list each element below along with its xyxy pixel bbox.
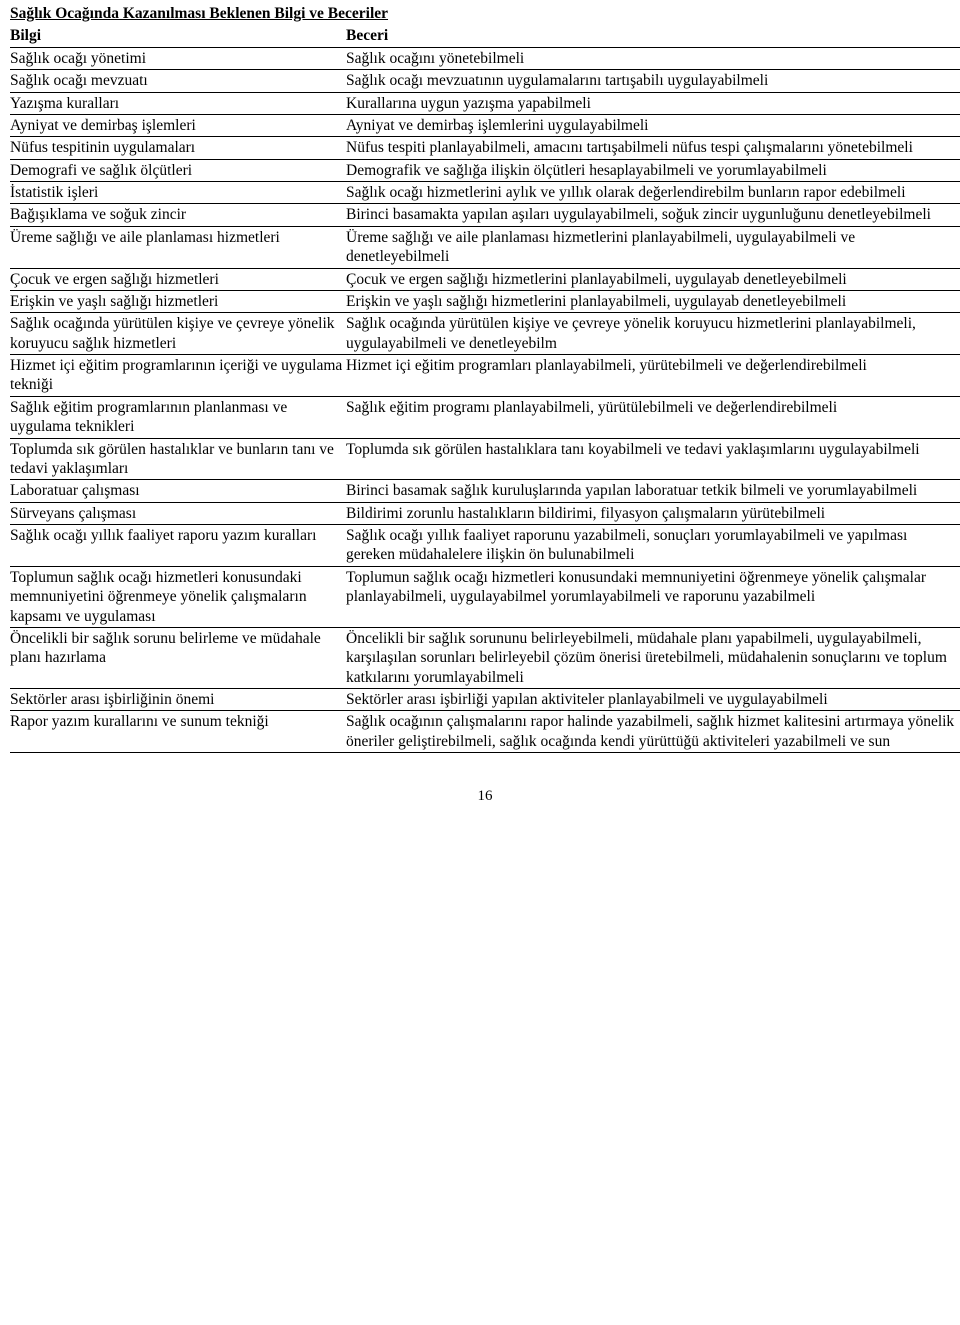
bilgi-cell: Toplumda sık görülen hastalıklar ve bunl… bbox=[10, 438, 346, 480]
table-row: Erişkin ve yaşlı sağlığı hizmetleriErişk… bbox=[10, 290, 960, 312]
beceri-cell: Hizmet içi eğitim programları planlayabi… bbox=[346, 355, 960, 397]
beceri-cell: Sektörler arası işbirliği yapılan aktivi… bbox=[346, 689, 960, 711]
bilgi-cell: Sağlık ocağında yürütülen kişiye ve çevr… bbox=[10, 313, 346, 355]
bilgi-cell: Toplumun sağlık ocağı hizmetleri konusun… bbox=[10, 566, 346, 627]
beceri-cell: Nüfus tespiti planlayabilmeli, amacını t… bbox=[346, 137, 960, 159]
table-row: Laboratuar çalışmasıBirinci basamak sağl… bbox=[10, 480, 960, 502]
beceri-cell: Toplumda sık görülen hastalıklara tanı k… bbox=[346, 438, 960, 480]
bilgi-cell: Çocuk ve ergen sağlığı hizmetleri bbox=[10, 268, 346, 290]
beceri-cell: Sağlık ocağının çalışmalarını rapor hali… bbox=[346, 711, 960, 753]
page-number: 16 bbox=[10, 787, 960, 806]
skills-table: BilgiBeceriSağlık ocağı yönetimiSağlık o… bbox=[10, 25, 960, 753]
table-row: Ayniyat ve demirbaş işlemleriAyniyat ve … bbox=[10, 114, 960, 136]
bilgi-cell: Sağlık ocağı yıllık faaliyet raporu yazı… bbox=[10, 525, 346, 567]
header-bilgi: Bilgi bbox=[10, 25, 346, 47]
beceri-cell: Erişkin ve yaşlı sağlığı hizmetlerini pl… bbox=[346, 290, 960, 312]
beceri-cell: Çocuk ve ergen sağlığı hizmetlerini plan… bbox=[346, 268, 960, 290]
bilgi-cell: Hizmet içi eğitim programlarının içeriği… bbox=[10, 355, 346, 397]
bilgi-cell: Erişkin ve yaşlı sağlığı hizmetleri bbox=[10, 290, 346, 312]
beceri-cell: Sağlık eğitim programı planlayabilmeli, … bbox=[346, 396, 960, 438]
beceri-cell: Kurallarına uygun yazışma yapabilmeli bbox=[346, 92, 960, 114]
table-row: Üreme sağlığı ve aile planlaması hizmetl… bbox=[10, 226, 960, 268]
table-row: İstatistik işleriSağlık ocağı hizmetleri… bbox=[10, 182, 960, 204]
table-row: Sağlık ocağında yürütülen kişiye ve çevr… bbox=[10, 313, 960, 355]
table-row: Bağışıklama ve soğuk zincirBirinci basam… bbox=[10, 204, 960, 226]
bilgi-cell: Yazışma kuralları bbox=[10, 92, 346, 114]
table-row: Sektörler arası işbirliğinin önemiSektör… bbox=[10, 689, 960, 711]
document-title: Sağlık Ocağında Kazanılması Beklenen Bil… bbox=[10, 4, 960, 23]
table-row: Sürveyans çalışmasıBildirimi zorunlu has… bbox=[10, 502, 960, 524]
header-beceri: Beceri bbox=[346, 25, 960, 47]
beceri-cell: Bildirimi zorunlu hastalıkların bildirim… bbox=[346, 502, 960, 524]
beceri-cell: Öncelikli bir sağlık sorununu belirleyeb… bbox=[346, 627, 960, 688]
beceri-cell: Üreme sağlığı ve aile planlaması hizmetl… bbox=[346, 226, 960, 268]
table-row: Toplumun sağlık ocağı hizmetleri konusun… bbox=[10, 566, 960, 627]
bilgi-cell: Sağlık ocağı yönetimi bbox=[10, 47, 346, 69]
bilgi-cell: Sektörler arası işbirliğinin önemi bbox=[10, 689, 346, 711]
beceri-cell: Birinci basamakta yapılan aşıları uygula… bbox=[346, 204, 960, 226]
bilgi-cell: Rapor yazım kurallarını ve sunum tekniği bbox=[10, 711, 346, 753]
beceri-cell: Sağlık ocağını yönetebilmeli bbox=[346, 47, 960, 69]
table-row: Demografi ve sağlık ölçütleriDemografik … bbox=[10, 159, 960, 181]
beceri-cell: Toplumun sağlık ocağı hizmetleri konusun… bbox=[346, 566, 960, 627]
beceri-cell: Ayniyat ve demirbaş işlemlerini uygulaya… bbox=[346, 114, 960, 136]
bilgi-cell: Laboratuar çalışması bbox=[10, 480, 346, 502]
beceri-cell: Birinci basamak sağlık kuruluşlarında ya… bbox=[346, 480, 960, 502]
table-header-row: BilgiBeceri bbox=[10, 25, 960, 47]
table-row: Sağlık ocağı yıllık faaliyet raporu yazı… bbox=[10, 525, 960, 567]
table-row: Hizmet içi eğitim programlarının içeriği… bbox=[10, 355, 960, 397]
beceri-cell: Sağlık ocağı yıllık faaliyet raporunu ya… bbox=[346, 525, 960, 567]
table-row: Çocuk ve ergen sağlığı hizmetleriÇocuk v… bbox=[10, 268, 960, 290]
bilgi-cell: Sağlık eğitim programlarının planlanması… bbox=[10, 396, 346, 438]
table-row: Öncelikli bir sağlık sorunu belirleme ve… bbox=[10, 627, 960, 688]
bilgi-cell: Ayniyat ve demirbaş işlemleri bbox=[10, 114, 346, 136]
table-row: Nüfus tespitinin uygulamalarıNüfus tespi… bbox=[10, 137, 960, 159]
bilgi-cell: Sağlık ocağı mevzuatı bbox=[10, 70, 346, 92]
beceri-cell: Sağlık ocağı hizmetlerini aylık ve yıllı… bbox=[346, 182, 960, 204]
table-row: Sağlık eğitim programlarının planlanması… bbox=[10, 396, 960, 438]
beceri-cell: Sağlık ocağı mevzuatının uygulamalarını … bbox=[346, 70, 960, 92]
bilgi-cell: İstatistik işleri bbox=[10, 182, 346, 204]
table-row: Rapor yazım kurallarını ve sunum tekniği… bbox=[10, 711, 960, 753]
beceri-cell: Sağlık ocağında yürütülen kişiye ve çevr… bbox=[346, 313, 960, 355]
bilgi-cell: Öncelikli bir sağlık sorunu belirleme ve… bbox=[10, 627, 346, 688]
table-row: Sağlık ocağı mevzuatıSağlık ocağı mevzua… bbox=[10, 70, 960, 92]
table-row: Sağlık ocağı yönetimiSağlık ocağını yöne… bbox=[10, 47, 960, 69]
bilgi-cell: Sürveyans çalışması bbox=[10, 502, 346, 524]
bilgi-cell: Demografi ve sağlık ölçütleri bbox=[10, 159, 346, 181]
bilgi-cell: Nüfus tespitinin uygulamaları bbox=[10, 137, 346, 159]
bilgi-cell: Üreme sağlığı ve aile planlaması hizmetl… bbox=[10, 226, 346, 268]
table-row: Yazışma kurallarıKurallarına uygun yazış… bbox=[10, 92, 960, 114]
table-row: Toplumda sık görülen hastalıklar ve bunl… bbox=[10, 438, 960, 480]
bilgi-cell: Bağışıklama ve soğuk zincir bbox=[10, 204, 346, 226]
beceri-cell: Demografik ve sağlığa ilişkin ölçütleri … bbox=[346, 159, 960, 181]
